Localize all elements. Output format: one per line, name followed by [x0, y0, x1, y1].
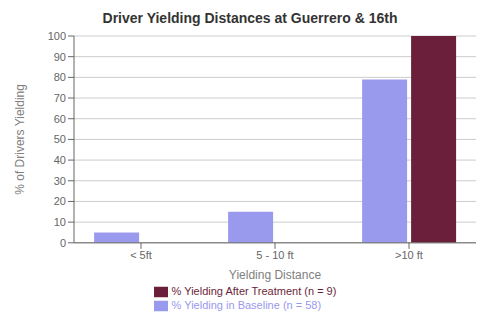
- svg-text:90: 90: [54, 51, 66, 63]
- svg-text:40: 40: [54, 154, 66, 166]
- svg-text:80: 80: [54, 71, 66, 83]
- html-text:Driver Yielding Distances at G: Driver Yielding Distances at Guerrero & …: [102, 10, 398, 26]
- svg-text:>10 ft: >10 ft: [395, 249, 423, 261]
- svg-text:50: 50: [54, 133, 66, 145]
- svg-text:< 5ft: < 5ft: [130, 249, 152, 261]
- svg-text:0: 0: [60, 237, 66, 249]
- svg-text:20: 20: [54, 195, 66, 207]
- svg-text:Yielding Distance: Yielding Distance: [229, 268, 322, 282]
- html-text:% Yielding After Treatment (n: % Yielding After Treatment (n = 9): [171, 284, 337, 297]
- svg-text:100: 100: [48, 30, 66, 42]
- svg-text:% of Drivers Yielding: % of Drivers Yielding: [13, 84, 27, 195]
- svg-text:60: 60: [54, 113, 66, 125]
- svg-text:30: 30: [54, 175, 66, 187]
- svg-text:70: 70: [54, 92, 66, 104]
- svg-text:5 - 10 ft: 5 - 10 ft: [256, 249, 293, 261]
- svg-text:10: 10: [54, 216, 66, 228]
- html-text:% Yielding in Baseline (n = 58: % Yielding in Baseline (n = 58): [171, 298, 322, 311]
